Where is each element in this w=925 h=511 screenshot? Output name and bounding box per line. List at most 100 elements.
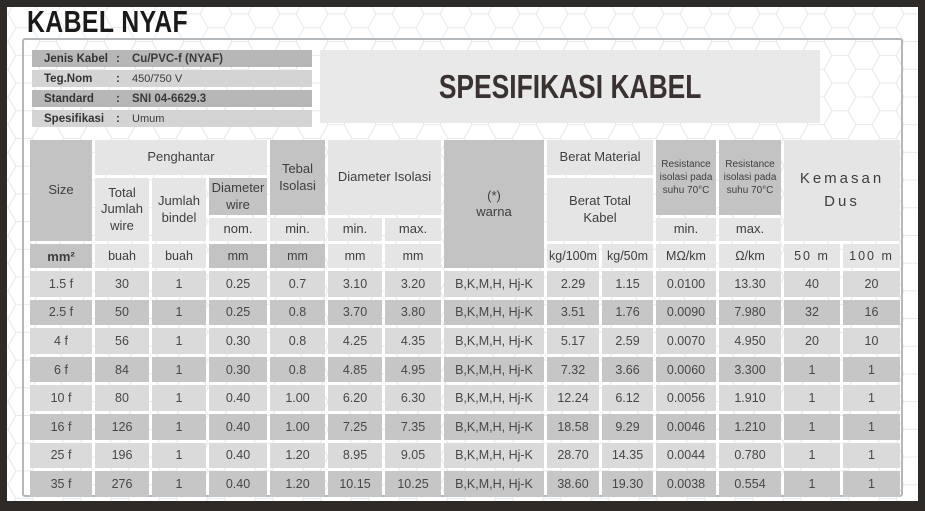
spec-title: SPESIFIKASI KABEL [438, 67, 702, 105]
info-label: Spesifikasi [44, 112, 105, 125]
table-cell: 3.66 [602, 356, 653, 383]
unit-cell: buah [95, 244, 149, 268]
spec-title-box: SPESIFIKASI KABEL [320, 50, 820, 123]
table-cell: 1.210 [719, 413, 781, 440]
table-cell: 3.80 [385, 299, 441, 326]
table-cell: B,K,M,H, Hj-K [444, 299, 544, 326]
table-cell: 1 [152, 413, 206, 440]
info-label: Jenis Kabel [44, 52, 108, 65]
table-cell: 0.0070 [656, 328, 716, 354]
header-penghantar: Penghantar [95, 140, 267, 175]
header-berat-material: Berat Material [547, 140, 653, 175]
header-resistance-isolasi-min: Resistance isolasi pada suhu 70°C [656, 140, 716, 215]
info-row-jenis-kabel: Jenis Kabel : Cu/PVC-f (NYAF) [32, 50, 312, 67]
table-cell: 1 [784, 442, 840, 469]
table-cell: 1 [152, 442, 206, 469]
table-cell: 1 [152, 385, 206, 411]
table-cell: 5.17 [547, 328, 599, 354]
unit-cell: Ω/km [719, 244, 781, 268]
table-cell: 16 f [30, 413, 92, 440]
table-cell: 1 [152, 328, 206, 354]
table-cell: 1.20 [270, 442, 325, 469]
table-cell: 1.5 f [30, 271, 92, 297]
table-cell: 2.59 [602, 328, 653, 354]
table-cell: 0.40 [209, 442, 267, 469]
table-cell: 10 f [30, 385, 92, 411]
table-cell: B,K,M,H, Hj-K [444, 328, 544, 354]
table-cell: 0.25 [209, 299, 267, 326]
header-jumlah-bindel: Jumlah bindel [152, 178, 206, 241]
table-cell: 1 [152, 471, 206, 497]
header-berat-total-kabel: Berat Total Kabel [547, 178, 653, 241]
header-warna: (*) warna [444, 140, 544, 268]
table-cell: 84 [95, 356, 149, 383]
table-cell: 0.8 [270, 299, 325, 326]
info-value: Umum [132, 112, 165, 125]
header-total-jumlah-wire: Total Jumlah wire [95, 178, 149, 241]
header-diameter-wire: Diameter wire [209, 178, 267, 215]
table-cell: 3.51 [547, 299, 599, 326]
info-colon: : [116, 72, 120, 85]
table-cell: 4.85 [328, 356, 382, 383]
header-size: Size [30, 140, 92, 241]
info-value: Cu/PVC-f (NYAF) [132, 52, 223, 65]
table-cell: 0.8 [270, 356, 325, 383]
table-cell: 16 [843, 299, 900, 326]
table-cell: 9.29 [602, 413, 653, 440]
table-cell: 50 [95, 299, 149, 326]
table-cell: 4.25 [328, 328, 382, 354]
table-cell: 18.58 [547, 413, 599, 440]
unit-cell: 100 m [843, 244, 900, 268]
table-cell: 7.35 [385, 413, 441, 440]
info-colon: : [116, 52, 120, 65]
unit-cell: mm [385, 244, 441, 268]
header-diameter-isolasi-max: max. [385, 218, 441, 241]
unit-cell: mm [328, 244, 382, 268]
table-cell: 6.30 [385, 385, 441, 411]
table-cell: 4.95 [385, 356, 441, 383]
table-cell: 1 [843, 356, 900, 383]
table-cell: 35 f [30, 471, 92, 497]
table-cell: 4 f [30, 328, 92, 354]
table-cell: 1 [784, 356, 840, 383]
info-row-spesifikasi: Spesifikasi : Umum [32, 110, 312, 127]
table-cell: 0.40 [209, 471, 267, 497]
table-cell: 0.8 [270, 328, 325, 354]
table-cell: B,K,M,H, Hj-K [444, 413, 544, 440]
header-diameter-isolasi-min: min. [328, 218, 382, 241]
table-cell: 56 [95, 328, 149, 354]
table-cell: 38.60 [547, 471, 599, 497]
table-cell: 1.76 [602, 299, 653, 326]
table-cell: 6.20 [328, 385, 382, 411]
table-cell: 276 [95, 471, 149, 497]
table-cell: 3.20 [385, 271, 441, 297]
table-cell: 1.910 [719, 385, 781, 411]
table-cell: 1 [152, 299, 206, 326]
cable-info-panel: Jenis Kabel : Cu/PVC-f (NYAF) Teg.Nom : … [32, 50, 312, 127]
table-cell: 1 [152, 271, 206, 297]
table-cell: 0.40 [209, 413, 267, 440]
info-label: Teg.Nom [44, 72, 93, 85]
table-cell: B,K,M,H, Hj-K [444, 471, 544, 497]
table-cell: 1 [784, 385, 840, 411]
table-cell: B,K,M,H, Hj-K [444, 442, 544, 469]
table-cell: 1 [843, 385, 900, 411]
table-cell: 4.950 [719, 328, 781, 354]
info-colon: : [116, 112, 120, 125]
table-cell: 7.980 [719, 299, 781, 326]
unit-cell: kg/50m [602, 244, 653, 268]
table-cell: 0.0060 [656, 356, 716, 383]
table-cell: 196 [95, 442, 149, 469]
header-resistance-isolasi-max: Resistance isolasi pada suhu 70°C [719, 140, 781, 215]
table-cell: 32 [784, 299, 840, 326]
table-cell: 1 [843, 442, 900, 469]
header-diameter-isolasi: Diameter Isolasi [328, 140, 441, 215]
unit-cell: buah [152, 244, 206, 268]
spec-table: Size Penghantar Total Jumlah wire Jumlah… [30, 140, 900, 497]
unit-cell: MΩ/km [656, 244, 716, 268]
table-cell: 7.32 [547, 356, 599, 383]
table-cell: B,K,M,H, Hj-K [444, 385, 544, 411]
table-cell: 0.0100 [656, 271, 716, 297]
table-cell: 0.0046 [656, 413, 716, 440]
info-colon: : [116, 92, 120, 105]
